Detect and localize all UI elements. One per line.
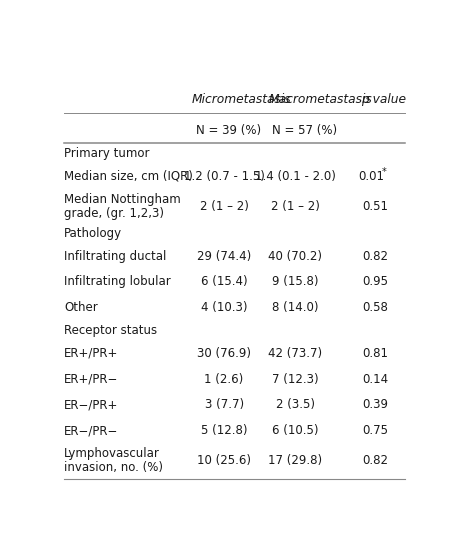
Text: Infiltrating ductal: Infiltrating ductal [64,249,167,262]
Text: 0.39: 0.39 [362,399,388,411]
Text: 1 (2.6): 1 (2.6) [204,373,244,386]
Text: 0.81: 0.81 [362,347,388,360]
Text: grade, (gr. 1,2,3): grade, (gr. 1,2,3) [64,207,164,220]
Text: 4 (10.3): 4 (10.3) [201,301,247,314]
Text: 0.82: 0.82 [362,249,388,262]
Text: 0.58: 0.58 [362,301,388,314]
Text: 7 (12.3): 7 (12.3) [272,373,318,386]
Text: *: * [382,167,386,177]
Text: ER−/PR−: ER−/PR− [64,424,119,437]
Text: ER+/PR+: ER+/PR+ [64,347,119,360]
Text: 2 (1 – 2): 2 (1 – 2) [271,200,320,213]
Text: 42 (73.7): 42 (73.7) [268,347,322,360]
Text: 6 (15.4): 6 (15.4) [201,275,247,288]
Text: 0.95: 0.95 [362,275,388,288]
Text: 2 (1 – 2): 2 (1 – 2) [200,200,249,213]
Text: 1.2 (0.7 - 1.5): 1.2 (0.7 - 1.5) [184,170,265,183]
Text: Primary tumor: Primary tumor [64,147,150,160]
Text: 0.75: 0.75 [362,424,388,437]
Text: N = 57 (%): N = 57 (%) [272,124,337,137]
Text: Infiltrating lobular: Infiltrating lobular [64,275,171,288]
Text: 29 (74.4): 29 (74.4) [197,249,251,262]
Text: 0.51: 0.51 [362,200,388,213]
Text: Other: Other [64,301,98,314]
Text: N = 39 (%): N = 39 (%) [196,124,261,137]
Text: 1.4 (0.1 - 2.0): 1.4 (0.1 - 2.0) [255,170,336,183]
Text: 0.14: 0.14 [362,373,388,386]
Text: 17 (29.8): 17 (29.8) [268,454,322,467]
Text: 10 (25.6): 10 (25.6) [197,454,251,467]
Text: 30 (76.9): 30 (76.9) [197,347,251,360]
Text: Receptor status: Receptor status [64,324,158,337]
Text: ER−/PR+: ER−/PR+ [64,399,119,411]
Text: 0.01: 0.01 [358,170,384,183]
Text: 3 (7.7): 3 (7.7) [205,399,244,411]
Text: Median Nottingham: Median Nottingham [64,193,181,206]
Text: Median size, cm (IQR): Median size, cm (IQR) [64,170,193,183]
Text: 5 (12.8): 5 (12.8) [201,424,247,437]
Text: Lymphovascular: Lymphovascular [64,447,160,460]
Text: Macrometastasis: Macrometastasis [268,93,372,106]
Text: 9 (15.8): 9 (15.8) [272,275,318,288]
Text: ER+/PR−: ER+/PR− [64,373,119,386]
Text: Pathology: Pathology [64,227,122,240]
Text: 40 (70.2): 40 (70.2) [268,249,322,262]
Text: 0.82: 0.82 [362,454,388,467]
Text: invasion, no. (%): invasion, no. (%) [64,461,164,474]
Text: p value: p value [361,93,406,106]
Text: 6 (10.5): 6 (10.5) [272,424,318,437]
Text: 8 (14.0): 8 (14.0) [272,301,318,314]
Text: 2 (3.5): 2 (3.5) [276,399,315,411]
Text: Micrometastasis: Micrometastasis [192,93,292,106]
